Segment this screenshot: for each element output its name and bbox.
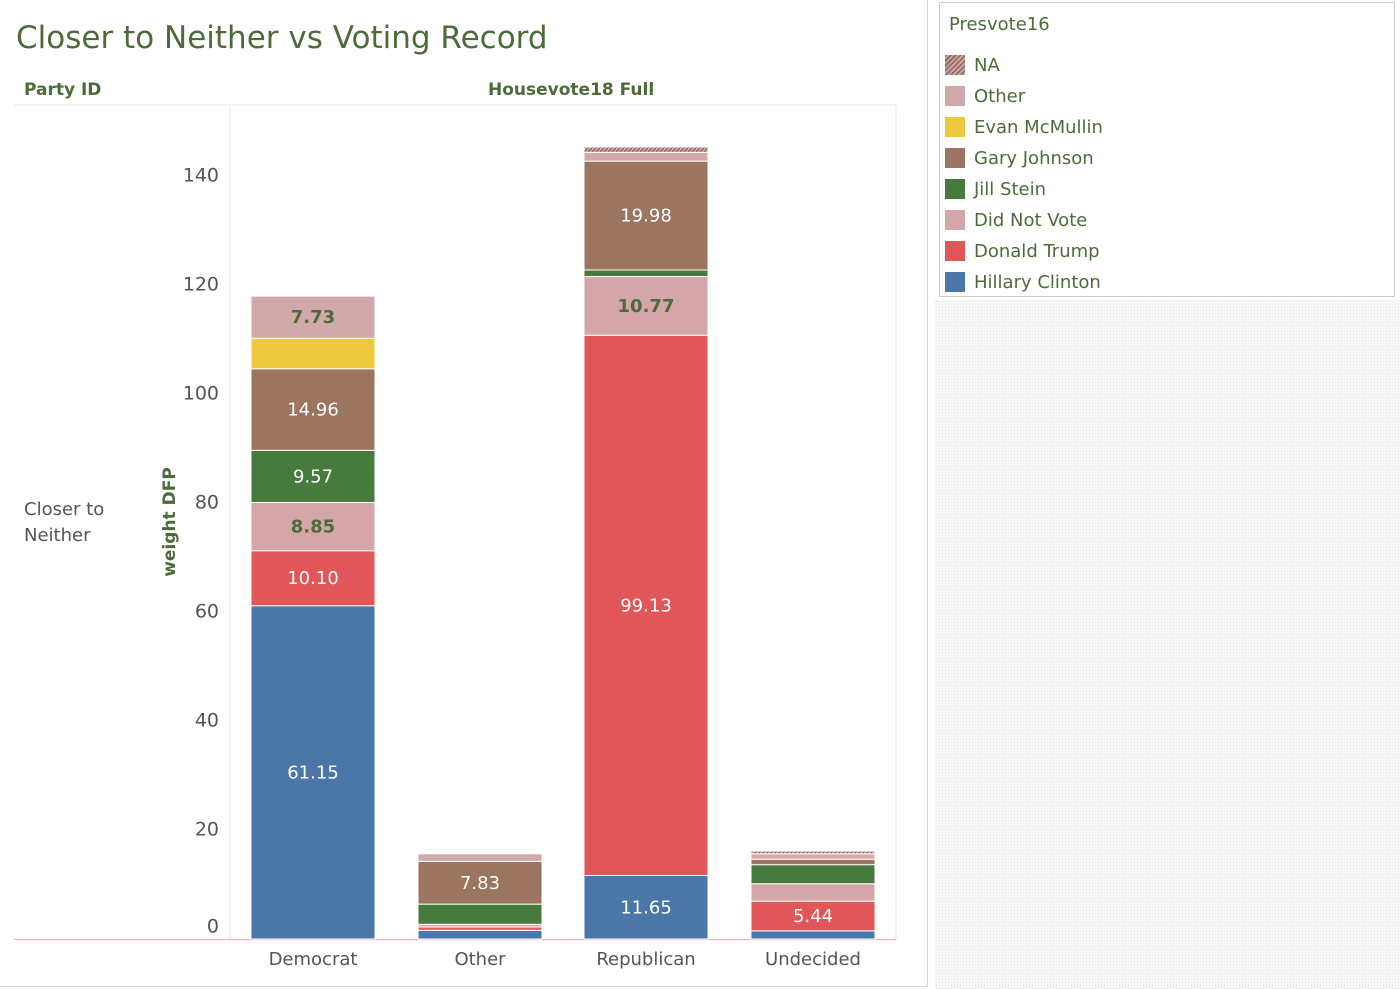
data-label: 8.85 [291, 517, 335, 538]
bar-segment [750, 858, 876, 866]
data-label: 61.15 [287, 762, 339, 783]
y-tick-label: 40 [195, 710, 219, 732]
x-tick-label: Other [454, 949, 506, 970]
legend-swatch [945, 210, 965, 230]
legend-swatch [945, 272, 965, 292]
legend-item[interactable]: Evan McMullin [945, 115, 1103, 139]
legend-swatch [945, 241, 965, 261]
column-dimension-header[interactable]: Housevote18 Full [488, 80, 655, 100]
bar-segment [750, 850, 876, 855]
legend-swatch [945, 148, 965, 168]
legend-label: Did Not Vote [974, 209, 1088, 231]
legend-label: Evan McMullin [974, 116, 1103, 138]
data-label: 11.65 [620, 897, 672, 918]
legend-item[interactable]: Gary Johnson [945, 146, 1094, 170]
legend-swatch [945, 55, 965, 75]
legend-label: Gary Johnson [974, 147, 1094, 169]
data-label: 99.13 [620, 595, 672, 616]
chart-title: Closer to Neither vs Voting Record [16, 20, 548, 56]
legend-label: NA [974, 54, 1000, 76]
legend-label: Donald Trump [974, 240, 1100, 262]
row-dimension-header[interactable]: Party ID [24, 80, 102, 100]
x-tick-label: Democrat [269, 949, 358, 970]
y-tick-label: 100 [183, 383, 219, 405]
data-label: 9.57 [293, 466, 333, 487]
bar-segment [583, 146, 709, 153]
y-tick-label: 20 [195, 819, 219, 841]
legend-item[interactable]: Jill Stein [945, 177, 1046, 201]
data-label: 5.44 [793, 906, 833, 927]
data-label: 10.77 [618, 296, 675, 317]
bar-segment [750, 900, 876, 932]
legend-swatch [945, 179, 965, 199]
row-label: Closer to Neither [24, 499, 105, 546]
bar-segment [750, 883, 876, 902]
legend-item[interactable]: Did Not Vote [945, 208, 1087, 232]
bar-segment [583, 875, 709, 940]
legend-label: Other [974, 85, 1026, 107]
y-axis-title: weight DFP [160, 467, 180, 577]
worksheet: Closer to Neither vs Voting Record Party… [0, 0, 928, 987]
empty-pane [935, 300, 1400, 989]
legend-item[interactable]: NA [945, 53, 1000, 77]
legend-swatch [945, 117, 965, 137]
data-label: 14.96 [287, 400, 339, 421]
y-tick-label: 80 [195, 492, 219, 514]
bar-segment [750, 853, 876, 860]
data-label: 10.10 [287, 568, 339, 589]
bar-segment [583, 160, 709, 271]
y-tick-label: 140 [183, 165, 219, 187]
bar-segment [417, 929, 543, 940]
bar-segment [583, 269, 709, 278]
bar-segment [250, 337, 376, 370]
color-legend: Presvote16 NA Other Evan McMullin Gary John… [939, 2, 1395, 297]
data-label: 19.98 [620, 206, 672, 227]
bar-segment [250, 605, 376, 940]
bar-segment [583, 276, 709, 336]
bar-segment [750, 930, 876, 940]
data-label: 7.73 [291, 307, 335, 328]
legend-item[interactable]: Donald Trump [945, 239, 1100, 263]
bar-segment [417, 853, 543, 862]
chart-plot: 0 20 40 60 80 100 120 140 weight DFP 61.15 10.10 8… [14, 104, 897, 970]
x-tick-label: Undecided [765, 949, 861, 970]
y-tick-label: 120 [183, 274, 219, 296]
legend-item[interactable]: Other [945, 84, 1025, 108]
legend-swatch [945, 86, 965, 106]
y-tick-label: 0 [207, 916, 219, 938]
x-tick-label: Republican [596, 949, 695, 970]
bar-segment [250, 368, 376, 451]
bar-segment [750, 864, 876, 885]
legend-title: Presvote16 [949, 14, 1050, 35]
legend-label: Hillary Clinton [974, 271, 1101, 293]
bar-segment [583, 151, 709, 162]
bar-segment [417, 903, 543, 925]
bar-segment [250, 295, 376, 339]
legend-item[interactable]: Hillary Clinton [945, 270, 1101, 294]
legend-label: Jill Stein [974, 178, 1046, 200]
y-tick-label: 60 [195, 601, 219, 623]
bar-segment [583, 334, 709, 877]
data-label: 7.83 [460, 873, 500, 894]
